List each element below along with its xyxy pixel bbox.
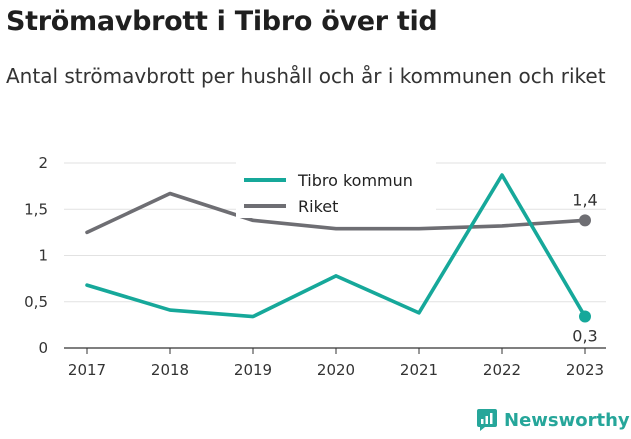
data-point-riket	[579, 214, 591, 227]
chart-title: Strömavbrott i Tibro över tid	[6, 6, 438, 37]
y-tick-label: 1,5	[24, 200, 48, 218]
end-label-tibro: 0,3	[572, 327, 597, 346]
x-axis: 2017 2018 2019 2020 2021 2022 2023	[64, 347, 606, 379]
x-tick-label: 2023	[566, 361, 604, 379]
legend-background	[236, 160, 436, 218]
end-label-riket: 1,4	[572, 190, 597, 209]
brand-name: Newsworthy	[504, 409, 630, 431]
data-point-tibro	[579, 310, 591, 323]
x-tick-label: 2017	[68, 361, 106, 379]
end-annotations: 1,4 0,3	[572, 190, 597, 345]
newsworthy-brand: Newsworthy	[476, 408, 630, 432]
series-lines	[85, 173, 591, 323]
x-tick-label: 2021	[400, 361, 438, 379]
line-chart: 0 0,5 1 1,5 2 2017 2018 2019 2020 2021 2022 2023 T…	[24, 154, 606, 379]
x-tick-label: 2020	[317, 361, 355, 379]
newsworthy-logo-icon	[477, 409, 497, 431]
chart-subtitle: Antal strömavbrott per hushåll och år i …	[6, 64, 606, 88]
x-tick-label: 2018	[151, 361, 189, 379]
legend-label-riket: Riket	[298, 197, 338, 216]
series-line-tibro	[85, 173, 587, 319]
series-line-riket	[85, 191, 587, 235]
y-tick-label: 1	[38, 247, 48, 265]
legend-label-tibro: Tibro kommun	[297, 171, 413, 190]
x-tick-label: 2019	[234, 361, 272, 379]
y-axis: 0 0,5 1 1,5 2	[24, 154, 48, 357]
legend: Tibro kommun Riket	[236, 160, 436, 218]
y-tick-label: 2	[38, 154, 48, 172]
y-tick-label: 0,5	[24, 293, 48, 311]
x-tick-label: 2022	[483, 361, 521, 379]
y-tick-label: 0	[38, 339, 48, 357]
